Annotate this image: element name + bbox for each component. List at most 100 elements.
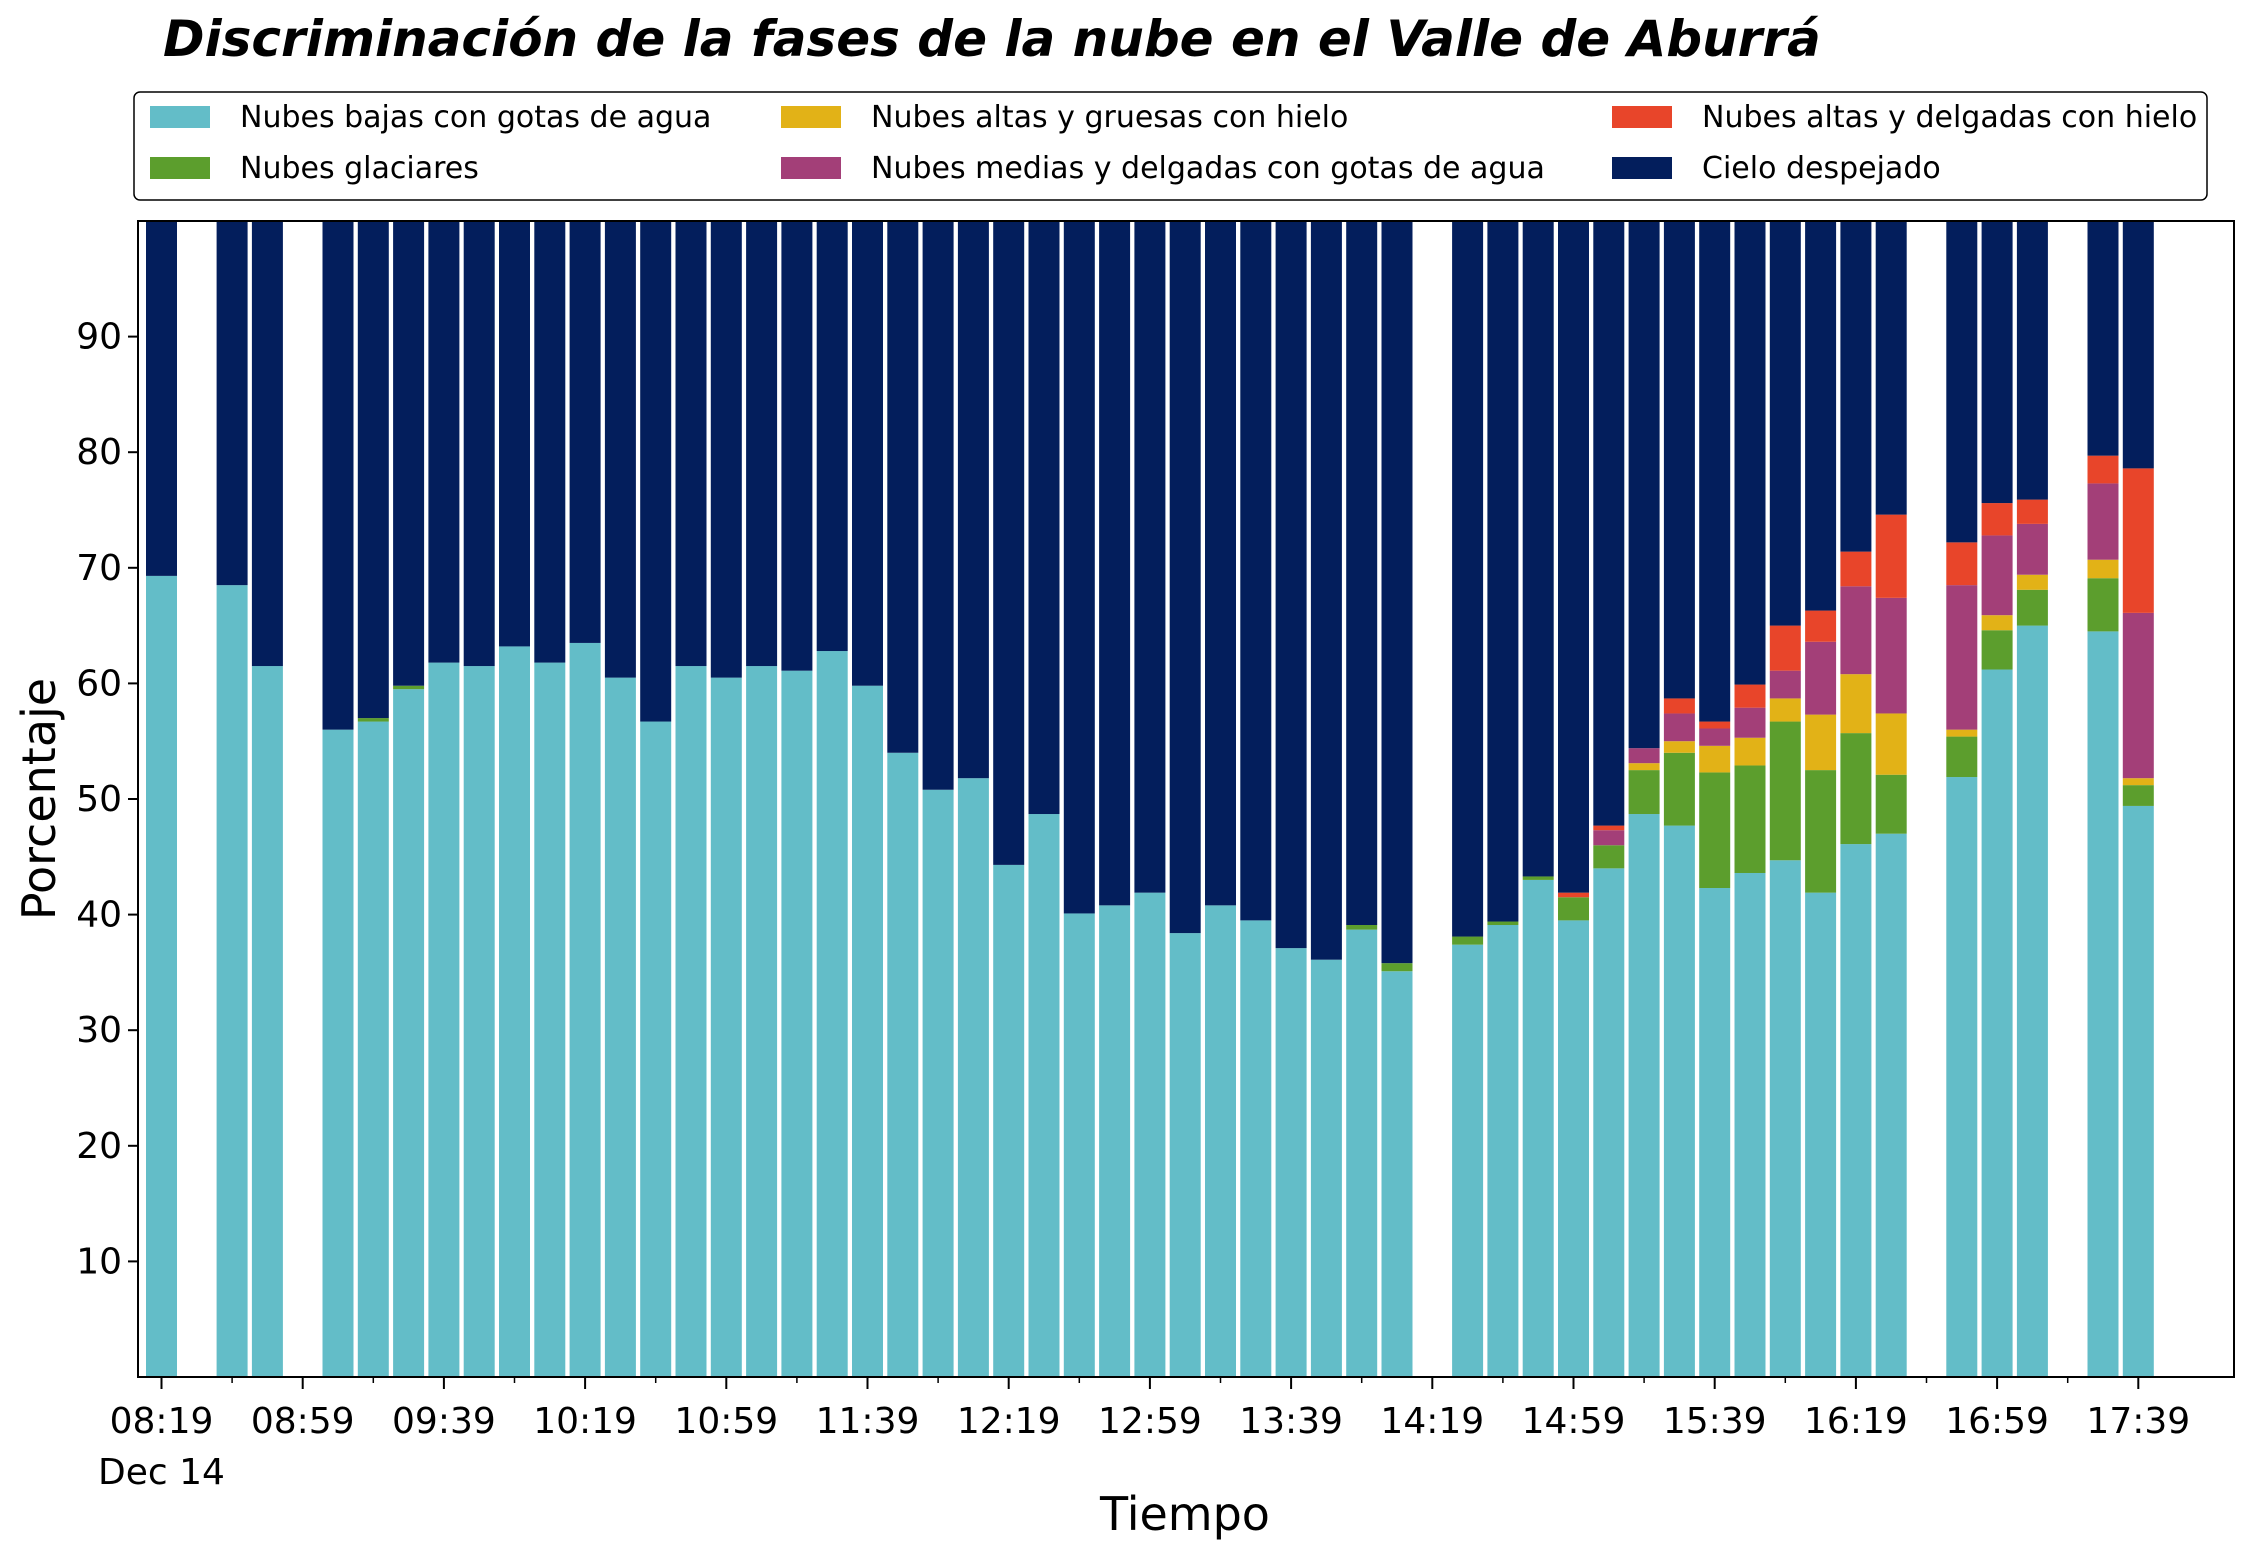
x-tick-label: 16:59: [1945, 1401, 2049, 1442]
bar-nubes-altas-y-delgadas-con-hielo: [1981, 503, 2013, 536]
bar-nubes-bajas-con-gotas-de-agua: [1875, 833, 1907, 1377]
bar-nubes-glaciares: [2087, 578, 2119, 632]
legend-swatch-nubes-medias-y-delgadas-con-gotas-de-agua: [781, 157, 841, 179]
bar-cielo-despejado: [1028, 221, 1060, 815]
bar-nubes-medias-y-delgadas-con-gotas-de-agua: [1663, 713, 1695, 742]
bar-nubes-bajas-con-gotas-de-agua: [1346, 929, 1378, 1377]
bar-nubes-bajas-con-gotas-de-agua: [2122, 805, 2154, 1377]
bar-nubes-bajas-con-gotas-de-agua: [216, 585, 248, 1377]
bar-nubes-glaciares: [1628, 770, 1660, 815]
bar-nubes-altas-y-delgadas-con-hielo: [2016, 499, 2048, 524]
bar-nubes-bajas-con-gotas-de-agua: [2087, 631, 2119, 1377]
bar-nubes-medias-y-delgadas-con-gotas-de-agua: [1593, 830, 1625, 846]
bar-cielo-despejado: [569, 221, 601, 643]
bar-cielo-despejado: [2122, 221, 2154, 469]
bar-cielo-despejado: [746, 221, 778, 667]
bar-nubes-bajas-con-gotas-de-agua: [2016, 625, 2048, 1377]
y-axis-label: Porcentaje: [12, 678, 66, 920]
x-tick-label: 08:19: [110, 1401, 214, 1442]
legend-label-nubes-bajas-con-gotas-de-agua: Nubes bajas con gotas de agua: [240, 100, 711, 135]
y-tick-label: 60: [76, 663, 122, 704]
bar-nubes-altas-y-gruesas-con-hielo: [1946, 729, 1978, 737]
bar-nubes-bajas-con-gotas-de-agua: [1734, 872, 1766, 1377]
bar-nubes-bajas-con-gotas-de-agua: [1381, 971, 1413, 1377]
bar-nubes-bajas-con-gotas-de-agua: [675, 666, 707, 1377]
legend-label-nubes-altas-y-delgadas-con-hielo: Nubes altas y delgadas con hielo: [1702, 100, 2197, 135]
legend-swatch-nubes-altas-y-delgadas-con-hielo: [1612, 106, 1672, 128]
bar-nubes-bajas-con-gotas-de-agua: [887, 752, 919, 1377]
y-tick-label: 70: [76, 548, 122, 589]
x-tick-label: 08:59: [251, 1401, 355, 1442]
bar-nubes-bajas-con-gotas-de-agua: [1310, 959, 1342, 1377]
bar-nubes-bajas-con-gotas-de-agua: [746, 666, 778, 1377]
legend-label-cielo-despejado: Cielo despejado: [1702, 151, 1941, 186]
y-tick-label: 20: [76, 1126, 122, 1167]
bar-nubes-bajas-con-gotas-de-agua: [852, 685, 883, 1377]
bar-nubes-bajas-con-gotas-de-agua: [1699, 888, 1731, 1377]
legend-swatch-nubes-glaciares: [150, 157, 210, 179]
chart-title: Discriminación de la fases de la nube en…: [163, 10, 1821, 68]
y-tick-label: 30: [76, 1010, 122, 1051]
bar-nubes-medias-y-delgadas-con-gotas-de-agua: [1981, 535, 2013, 616]
x-tick-label: 10:19: [533, 1401, 637, 1442]
x-axis: 08:19 Dec 14 08:59 09:39 10:19 10:59 11:39 12:1…: [98, 1377, 2190, 1493]
bar-nubes-glaciares: [1522, 876, 1554, 880]
bar-nubes-bajas-con-gotas-de-agua: [1275, 948, 1307, 1377]
bar-nubes-altas-y-gruesas-con-hielo: [2087, 559, 2119, 579]
bar-nubes-bajas-con-gotas-de-agua: [146, 575, 177, 1377]
bar-nubes-medias-y-delgadas-con-gotas-de-agua: [2122, 612, 2154, 779]
bar-cielo-despejado: [1487, 221, 1519, 922]
x-tick-label: 14:19: [1380, 1401, 1484, 1442]
bar-nubes-glaciares: [1593, 845, 1625, 869]
bar-nubes-glaciares: [1381, 963, 1413, 972]
bar-nubes-bajas-con-gotas-de-agua: [922, 789, 954, 1377]
bar-nubes-glaciares: [1487, 921, 1519, 926]
bar-nubes-altas-y-delgadas-con-hielo: [1840, 551, 1872, 587]
bar-nubes-altas-y-gruesas-con-hielo: [1840, 674, 1872, 734]
bar-nubes-glaciares: [2016, 589, 2048, 626]
bar-cielo-despejado: [1240, 221, 1272, 921]
bar-nubes-medias-y-delgadas-con-gotas-de-agua: [1840, 586, 1872, 675]
bar-nubes-bajas-con-gotas-de-agua: [1522, 879, 1554, 1377]
legend-frame: [133, 91, 2208, 201]
bar-nubes-altas-y-gruesas-con-hielo: [1769, 698, 1801, 722]
bar-cielo-despejado: [1840, 221, 1872, 552]
bar-nubes-bajas-con-gotas-de-agua: [1946, 777, 1978, 1377]
bar-cielo-despejado: [2087, 221, 2119, 456]
legend-swatch-nubes-bajas-con-gotas-de-agua: [150, 106, 210, 128]
bar-cielo-despejado: [852, 221, 883, 686]
bar-nubes-altas-y-gruesas-con-hielo: [1734, 737, 1766, 766]
bar-cielo-despejado: [1663, 221, 1695, 699]
x-tick-label: 09:39: [392, 1401, 496, 1442]
bars: [146, 221, 2154, 1377]
bar-nubes-medias-y-delgadas-con-gotas-de-agua: [1946, 585, 1978, 730]
bar-nubes-altas-y-delgadas-con-hielo: [1663, 698, 1695, 714]
bar-nubes-bajas-con-gotas-de-agua: [640, 721, 672, 1377]
bar-cielo-despejado: [1734, 221, 1766, 685]
bar-nubes-bajas-con-gotas-de-agua: [1663, 825, 1695, 1377]
bar-cielo-despejado: [957, 221, 989, 779]
bar-nubes-glaciares: [1875, 774, 1907, 834]
y-tick-label: 80: [76, 432, 122, 473]
bar-nubes-medias-y-delgadas-con-gotas-de-agua: [1875, 597, 1907, 714]
bar-nubes-altas-y-gruesas-con-hielo: [1628, 763, 1660, 771]
bar-nubes-altas-y-delgadas-con-hielo: [2122, 468, 2154, 613]
bar-nubes-bajas-con-gotas-de-agua: [322, 729, 354, 1377]
bar-nubes-bajas-con-gotas-de-agua: [428, 662, 460, 1377]
x-tick-label: 11:39: [816, 1401, 920, 1442]
bar-nubes-bajas-con-gotas-de-agua: [569, 642, 601, 1377]
bar-nubes-bajas-con-gotas-de-agua: [1593, 868, 1625, 1377]
bar-nubes-medias-y-delgadas-con-gotas-de-agua: [1769, 670, 1801, 699]
bar-cielo-despejado: [887, 221, 919, 753]
bar-nubes-bajas-con-gotas-de-agua: [816, 651, 848, 1377]
x-tick-label: 10:59: [674, 1401, 778, 1442]
bar-nubes-medias-y-delgadas-con-gotas-de-agua: [1734, 707, 1766, 738]
bar-cielo-despejado: [1875, 221, 1907, 515]
bar-nubes-glaciares: [2122, 785, 2154, 806]
bar-nubes-bajas-con-gotas-de-agua: [1028, 814, 1060, 1377]
bar-cielo-despejado: [1346, 221, 1378, 925]
x-tick-date-label: Dec 14: [98, 1452, 225, 1493]
x-tick-label: 12:59: [1098, 1401, 1202, 1442]
y-tick-label: 40: [76, 895, 122, 936]
bar-nubes-glaciares: [1805, 770, 1837, 893]
